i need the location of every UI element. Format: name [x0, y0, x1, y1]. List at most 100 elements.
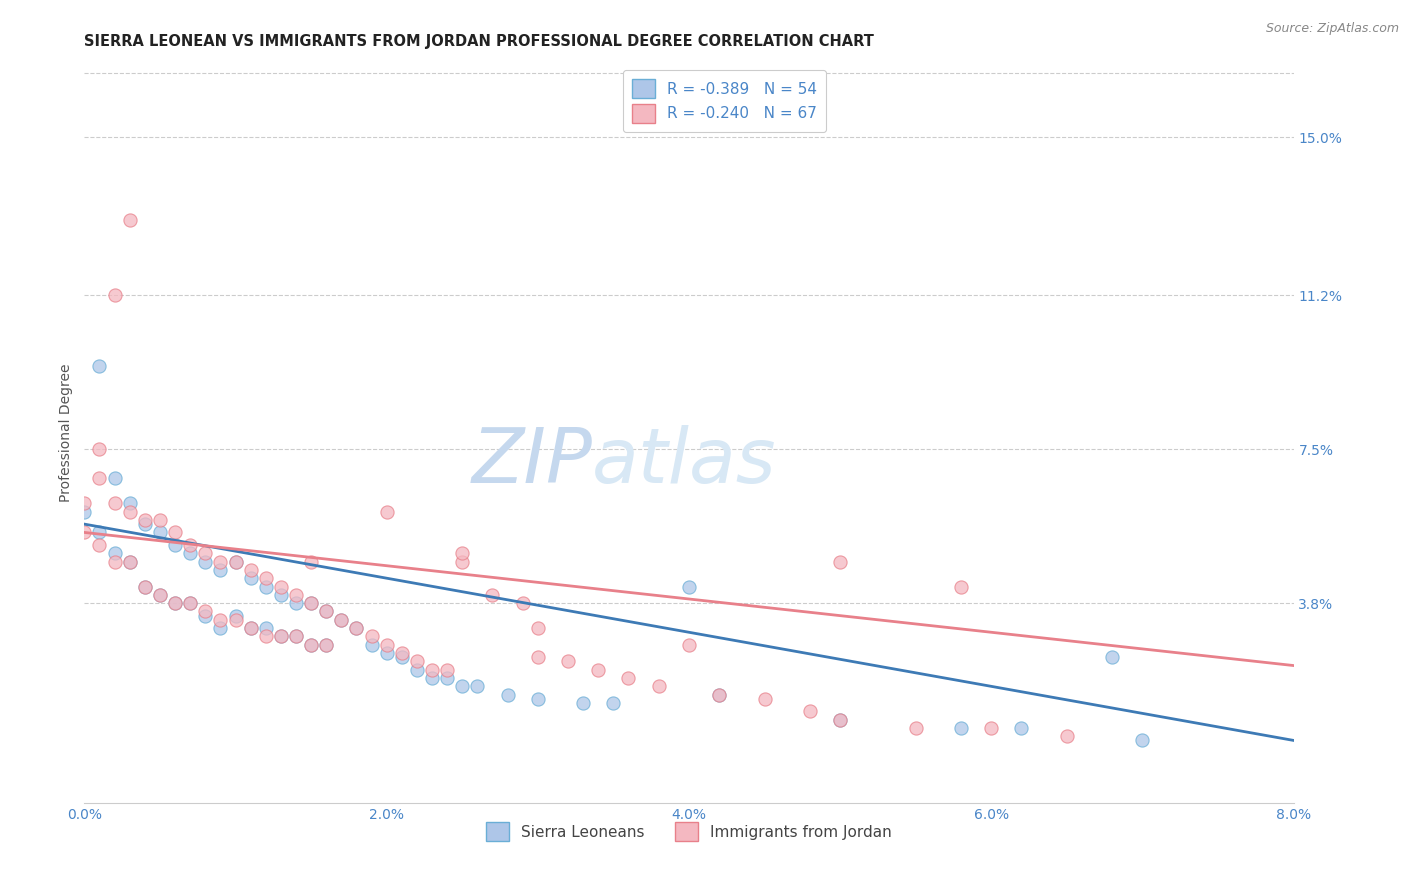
Point	[239, 621, 262, 635]
Point	[451, 555, 474, 569]
Point	[315, 605, 337, 619]
Point	[391, 650, 413, 665]
Point	[179, 596, 201, 610]
Point	[420, 671, 443, 685]
Point	[950, 721, 973, 735]
Point	[436, 663, 458, 677]
Point	[375, 646, 398, 660]
Point	[375, 638, 398, 652]
Point	[149, 513, 172, 527]
Text: atlas: atlas	[592, 425, 776, 500]
Point	[73, 505, 96, 519]
Point	[239, 621, 262, 635]
Point	[149, 588, 172, 602]
Point	[346, 621, 368, 635]
Point	[149, 525, 172, 540]
Point	[134, 580, 156, 594]
Point	[527, 691, 550, 706]
Point	[1011, 721, 1033, 735]
Point	[527, 621, 550, 635]
Point	[330, 613, 353, 627]
Point	[225, 608, 247, 623]
Point	[1056, 729, 1078, 743]
Point	[299, 596, 322, 610]
Text: SIERRA LEONEAN VS IMMIGRANTS FROM JORDAN PROFESSIONAL DEGREE CORRELATION CHART: SIERRA LEONEAN VS IMMIGRANTS FROM JORDAN…	[84, 34, 875, 49]
Point	[165, 596, 187, 610]
Point	[602, 696, 624, 710]
Point	[118, 496, 141, 510]
Point	[557, 654, 579, 668]
Point	[315, 605, 337, 619]
Point	[118, 555, 141, 569]
Point	[134, 580, 156, 594]
Point	[648, 679, 671, 693]
Point	[194, 605, 217, 619]
Text: ZIP: ZIP	[471, 425, 592, 500]
Point	[270, 588, 292, 602]
Point	[254, 629, 277, 643]
Point	[104, 546, 127, 560]
Point	[239, 563, 262, 577]
Point	[179, 538, 201, 552]
Point	[225, 555, 247, 569]
Point	[950, 580, 973, 594]
Point	[346, 621, 368, 635]
Point	[225, 555, 247, 569]
Point	[165, 538, 187, 552]
Point	[239, 571, 262, 585]
Point	[406, 663, 429, 677]
Point	[73, 496, 96, 510]
Point	[225, 613, 247, 627]
Point	[194, 555, 217, 569]
Point	[285, 629, 308, 643]
Point	[299, 638, 322, 652]
Point	[375, 505, 398, 519]
Point	[134, 513, 156, 527]
Point	[254, 621, 277, 635]
Point	[420, 663, 443, 677]
Point	[194, 546, 217, 560]
Point	[678, 580, 700, 594]
Point	[467, 679, 489, 693]
Point	[134, 517, 156, 532]
Point	[149, 588, 172, 602]
Text: Source: ZipAtlas.com: Source: ZipAtlas.com	[1265, 22, 1399, 36]
Y-axis label: Professional Degree: Professional Degree	[59, 363, 73, 502]
Point	[194, 608, 217, 623]
Point	[754, 691, 776, 706]
Point	[299, 596, 322, 610]
Point	[89, 471, 111, 485]
Point	[299, 555, 322, 569]
Point	[285, 588, 308, 602]
Point	[270, 580, 292, 594]
Point	[104, 555, 127, 569]
Point	[360, 638, 382, 652]
Point	[512, 596, 534, 610]
Point	[209, 563, 232, 577]
Point	[104, 496, 127, 510]
Point	[209, 555, 232, 569]
Point	[104, 288, 127, 302]
Point	[406, 654, 429, 668]
Point	[89, 359, 111, 373]
Point	[330, 613, 353, 627]
Point	[496, 688, 519, 702]
Point	[209, 613, 232, 627]
Point	[89, 442, 111, 457]
Point	[709, 688, 731, 702]
Point	[315, 638, 337, 652]
Point	[799, 704, 821, 718]
Point	[980, 721, 1002, 735]
Point	[165, 525, 187, 540]
Point	[617, 671, 640, 685]
Point	[118, 555, 141, 569]
Point	[179, 546, 201, 560]
Point	[678, 638, 700, 652]
Point	[709, 688, 731, 702]
Point	[436, 671, 458, 685]
Point	[527, 650, 550, 665]
Point	[104, 471, 127, 485]
Legend: Sierra Leoneans, Immigrants from Jordan: Sierra Leoneans, Immigrants from Jordan	[479, 816, 898, 847]
Point	[179, 596, 201, 610]
Point	[254, 571, 277, 585]
